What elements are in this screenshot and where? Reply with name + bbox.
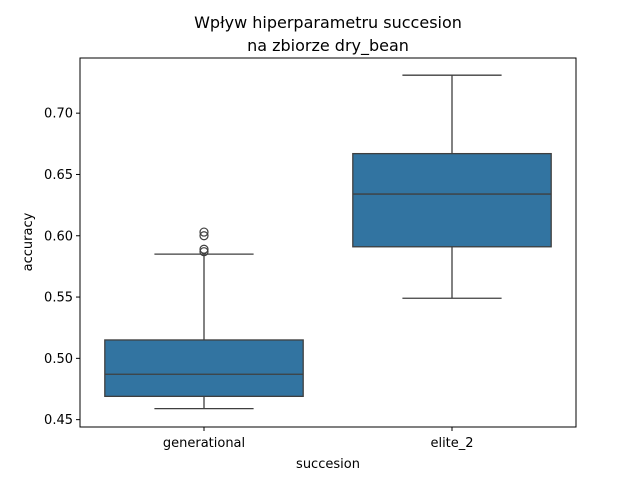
y-tick-label: 0.50 bbox=[44, 352, 73, 367]
x-tick-label: elite_2 bbox=[430, 436, 473, 451]
chart-title-line-2: na zbiorze dry_bean bbox=[247, 36, 409, 56]
y-tick-label: 0.60 bbox=[44, 229, 73, 244]
y-tick-label: 0.45 bbox=[44, 413, 73, 428]
outlier-point bbox=[199, 247, 209, 257]
interquartile-box bbox=[352, 152, 552, 248]
outlier-point bbox=[199, 227, 209, 237]
y-tick-label: 0.70 bbox=[44, 107, 73, 122]
box-series bbox=[104, 74, 552, 410]
y-tick-label: 0.55 bbox=[44, 291, 73, 306]
y-axis-label: accuracy bbox=[21, 212, 36, 271]
chart-title-line-1: Wpływ hiperparametru succesion bbox=[194, 13, 462, 32]
box-elite_2 bbox=[352, 74, 552, 299]
x-axis-ticks: generational elite_2 bbox=[163, 427, 474, 451]
x-axis-label: succesion bbox=[296, 457, 360, 472]
outlier-point bbox=[199, 231, 209, 241]
y-axis-ticks: 0.45 0.50 0.55 0.60 0.65 0.70 bbox=[44, 107, 80, 428]
y-tick-label: 0.65 bbox=[44, 168, 73, 183]
interquartile-box bbox=[104, 339, 304, 398]
plot-area-frame bbox=[79, 57, 577, 428]
box-generational bbox=[104, 227, 304, 410]
outlier-point bbox=[199, 244, 209, 254]
x-tick-label: generational bbox=[163, 436, 245, 451]
